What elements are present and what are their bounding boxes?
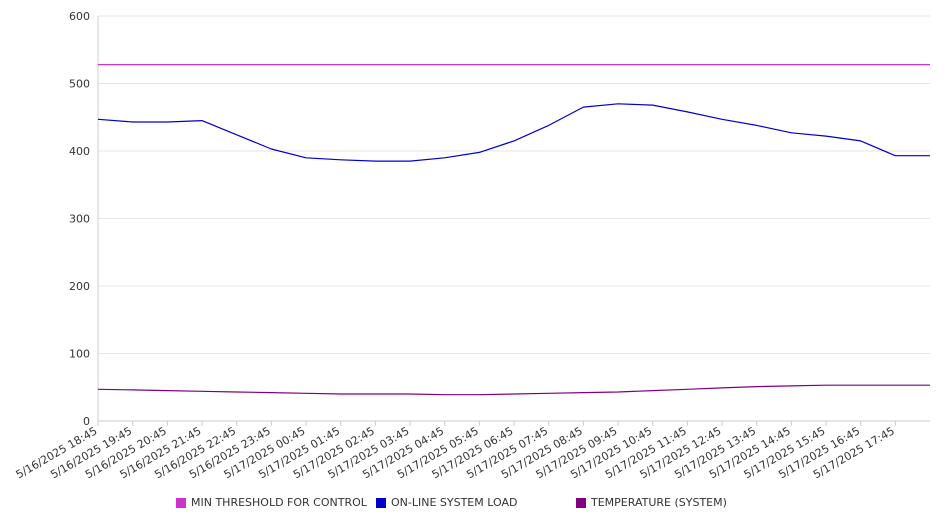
legend-label: TEMPERATURE (SYSTEM) [591, 496, 727, 509]
y-tick-label: 200 [69, 280, 90, 293]
y-tick-label: 500 [69, 78, 90, 91]
y-tick-label: 100 [69, 348, 90, 361]
legend-swatch [376, 497, 386, 508]
legend-item-min-threshold: MIN THRESHOLD FOR CONTROL [176, 496, 367, 509]
legend-swatch [176, 497, 186, 508]
y-tick-label: 600 [69, 10, 90, 23]
gridlines [98, 15, 930, 354]
legend-label: ON-LINE SYSTEM LOAD [391, 496, 518, 509]
legend-label: MIN THRESHOLD FOR CONTROL [191, 496, 367, 509]
series-lines [97, 63, 930, 396]
legend-item-system-load: ON-LINE SYSTEM LOAD [376, 496, 517, 509]
legend-item-temperature: TEMPERATURE (SYSTEM) [576, 496, 727, 509]
y-tick-label: 0 [83, 415, 90, 428]
legend-swatch [576, 497, 586, 508]
series-line-1 [97, 103, 930, 162]
legend: MIN THRESHOLD FOR CONTROL ON-LINE SYSTEM… [0, 496, 946, 516]
series-line-2 [97, 384, 930, 396]
y-axis-ticks: 0 100 200 300 400 500 600 [69, 10, 90, 428]
y-tick-label: 400 [69, 145, 90, 158]
y-tick-label: 300 [69, 213, 90, 226]
x-axis-ticks: 5/16/2025 18:455/16/2025 19:455/16/2025 … [14, 421, 897, 481]
